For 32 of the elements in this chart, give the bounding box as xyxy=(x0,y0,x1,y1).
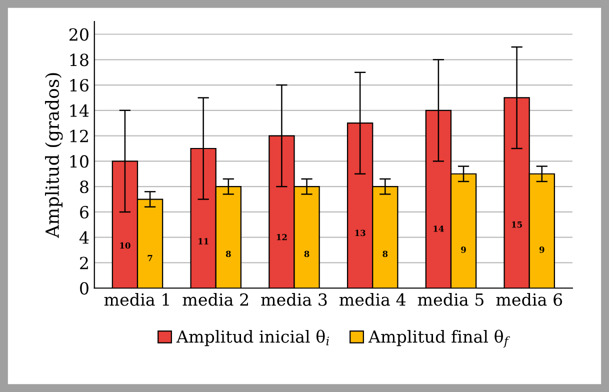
data-label: 7 xyxy=(148,255,152,262)
y-tick-label: 14 xyxy=(70,104,89,117)
data-label: 12 xyxy=(276,234,287,240)
legend-label: Amplitud inicial θ$_{i}$ xyxy=(176,330,329,346)
x-tick-label: media 5 xyxy=(418,292,484,306)
y-tick-label: 8 xyxy=(80,180,88,194)
x-tick-label: media 6 xyxy=(496,292,562,306)
x-tick-label: media 1 xyxy=(104,292,169,306)
data-label: 8 xyxy=(382,250,388,258)
data-label: 8 xyxy=(226,250,231,258)
y-tick-label: 6 xyxy=(80,206,88,219)
y-tick-label: 4 xyxy=(79,231,89,244)
data-label: 9 xyxy=(539,246,544,253)
legend-label: Amplitud final θ$_{f}$ xyxy=(368,330,510,348)
y-tick-label: 10 xyxy=(70,155,88,168)
data-label: 15 xyxy=(512,221,522,228)
x-tick-label: media 3 xyxy=(261,292,327,306)
data-label: 11 xyxy=(198,238,208,244)
data-label: 10 xyxy=(120,242,130,249)
y-axis-title: Amplitud (grados) xyxy=(45,73,63,238)
y-tick-label: 12 xyxy=(70,130,88,142)
y-tick-label: 16 xyxy=(70,78,88,92)
y-tick-label: 0 xyxy=(80,282,88,295)
y-tick-label: 18 xyxy=(70,54,88,66)
x-tick-label: media 2 xyxy=(182,292,248,306)
data-label: 8 xyxy=(304,250,310,258)
data-label: 9 xyxy=(461,246,466,253)
x-tick-label: media 4 xyxy=(339,292,406,306)
data-label: 13 xyxy=(355,230,366,236)
data-label: 14 xyxy=(434,226,444,232)
y-tick-label: 2 xyxy=(80,256,88,270)
y-tick-label: 20 xyxy=(69,28,88,41)
